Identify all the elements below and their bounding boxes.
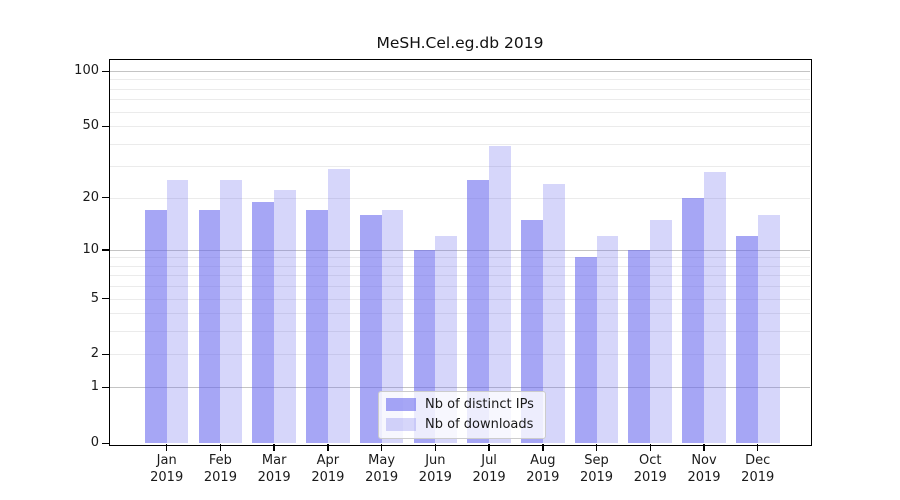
legend-entry-distinct-ips: Nb of distinct IPs [386, 397, 534, 412]
legend: Nb of distinct IPs Nb of downloads [378, 391, 546, 439]
x-tick-label: Jun 2019 [418, 453, 452, 485]
bar-downloads-feb [220, 180, 243, 443]
gridline-minor [110, 275, 810, 277]
bar-distinct-ips-may [359, 214, 382, 443]
x-tick-mark [757, 444, 759, 451]
gridline-minor [110, 166, 810, 168]
x-tick-mark [327, 444, 329, 451]
bar-downloads-aug [542, 183, 565, 443]
x-tick-mark [434, 444, 437, 451]
x-tick-mark [703, 444, 705, 451]
y-tick-label: 1 [90, 379, 99, 395]
y-tick-mark [102, 197, 109, 199]
x-tick-label: Dec 2019 [741, 453, 775, 485]
x-tick-label: Mar 2019 [257, 453, 291, 485]
x-tick-label: Aug 2019 [526, 453, 560, 485]
x-tick-label: Jul 2019 [472, 453, 506, 485]
y-tick-mark [102, 442, 109, 444]
bar-distinct-ips-nov [682, 197, 704, 443]
x-tick-label: Sep 2019 [579, 453, 614, 485]
bar-downloads-jan [166, 180, 189, 443]
y-tick-mark [102, 249, 109, 251]
x-tick-mark [649, 444, 651, 451]
gridline-minor [110, 331, 810, 333]
x-tick-mark [488, 444, 490, 451]
plot-area: 100 50 20 10 5 2 1 0 Jan 2019 Feb 2019 Mar 2019 Apr… [74, 58, 812, 485]
bar-downloads-mar [274, 190, 296, 443]
gridline-minor [110, 111, 810, 113]
y-tick-label: 10 [82, 241, 99, 257]
bar-distinct-ips-oct [628, 249, 651, 443]
gridline-minor [110, 79, 810, 81]
x-tick-mark [542, 444, 544, 451]
x-tick-label: Jan 2019 [150, 453, 184, 485]
y-tick-mark [102, 298, 109, 300]
bar-downloads-dec [757, 214, 780, 443]
y-tick-mark [102, 70, 109, 72]
bar-distinct-ips-mar [252, 201, 275, 443]
y-tick-mark [102, 386, 109, 389]
bar-downloads-sep [596, 236, 619, 443]
bar-distinct-ips-feb [198, 210, 221, 443]
x-tick-mark [595, 444, 598, 451]
legend-label-distinct-ips: Nb of distinct IPs [425, 397, 534, 412]
y-tick-mark [102, 125, 109, 127]
bar-downloads-oct [650, 219, 673, 443]
x-tick-label: Oct 2019 [633, 453, 667, 485]
y-tick-label: 2 [90, 346, 99, 362]
legend-label-downloads: Nb of downloads [425, 417, 534, 432]
gridline-minor [110, 126, 810, 128]
bar-distinct-ips-sep [574, 257, 597, 443]
gridline-minor [110, 298, 810, 300]
gridline-minor [110, 286, 810, 288]
y-tick-label: 20 [82, 189, 99, 205]
chart-title: MeSH.Cel.eg.db 2019 [376, 34, 544, 52]
x-tick-label: Feb 2019 [203, 453, 237, 485]
bar-downloads-nov [704, 171, 726, 443]
y-tick-label: 5 [90, 290, 99, 306]
x-tick-label: Nov 2019 [687, 453, 721, 485]
x-tick-mark [219, 444, 222, 451]
gridline-major [110, 387, 810, 389]
x-tick-mark [166, 444, 168, 451]
x-tick-label: May 2019 [365, 453, 399, 485]
bar-downloads-may [381, 210, 404, 443]
legend-swatch-distinct-ips [386, 398, 416, 411]
gridline-minor [110, 313, 810, 315]
y-tick-label: 100 [74, 63, 99, 78]
bar-distinct-ips-aug [521, 219, 543, 443]
legend-entry-downloads: Nb of downloads [386, 417, 534, 432]
gridline-minor [110, 354, 810, 356]
y-tick-mark [102, 353, 109, 356]
bar-distinct-ips-jul [467, 180, 490, 443]
gridline-major [110, 71, 810, 72]
y-tick-label: 50 [82, 118, 99, 134]
legend-swatch-downloads [386, 418, 416, 431]
bar-distinct-ips-dec [735, 236, 758, 443]
x-tick-mark [273, 444, 275, 451]
bar-distinct-ips-apr [306, 210, 328, 443]
x-tick-label: Apr 2019 [311, 453, 345, 485]
bar-downloads-jul [489, 145, 511, 443]
gridline-minor [110, 265, 810, 267]
x-tick-mark [380, 444, 383, 451]
gridline-minor [110, 143, 810, 145]
gridline-minor [110, 99, 810, 101]
gridline-minor [110, 88, 810, 90]
y-tick-label: 0 [90, 435, 99, 450]
bar-distinct-ips-jan [144, 210, 167, 443]
gridline-minor [110, 257, 810, 259]
bar-downloads-apr [327, 168, 350, 443]
gridline-major [110, 249, 810, 251]
gridline-minor [110, 197, 810, 199]
